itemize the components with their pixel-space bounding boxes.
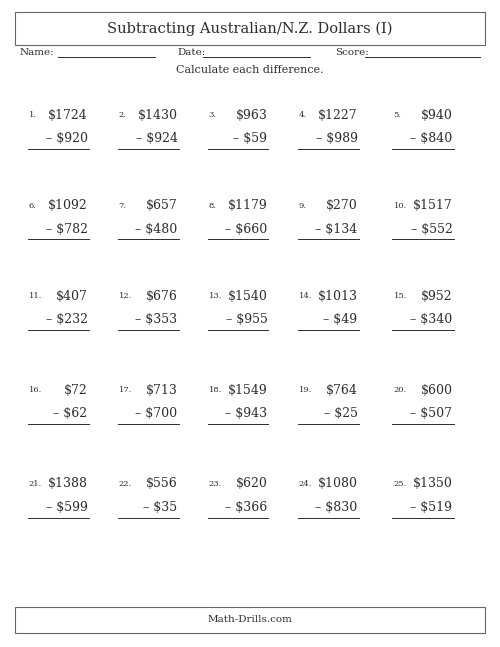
Text: 11.: 11. [28,292,42,300]
Text: $764: $764 [326,384,358,397]
Text: – $599: – $599 [46,501,88,514]
Text: – $366: – $366 [225,501,268,514]
Text: – $353: – $353 [136,313,177,326]
Text: $270: $270 [326,199,358,212]
Text: $72: $72 [64,384,88,397]
Text: 12.: 12. [118,292,132,300]
Text: $1080: $1080 [318,477,358,490]
Text: Math-Drills.com: Math-Drills.com [208,615,292,624]
Text: $1227: $1227 [318,109,358,122]
Text: $407: $407 [56,290,88,303]
Text: $1430: $1430 [138,109,177,122]
Text: $556: $556 [146,477,178,490]
Text: – $830: – $830 [316,501,358,514]
Text: 23.: 23. [208,480,222,488]
Text: $963: $963 [236,109,268,122]
Text: – $25: – $25 [324,407,358,420]
Text: – $35: – $35 [144,501,178,514]
Text: – $340: – $340 [410,313,453,326]
Text: $1179: $1179 [228,199,268,212]
Text: – $920: – $920 [46,132,88,145]
Bar [15,12,485,45]
Text: 17.: 17. [118,386,132,394]
Text: $1092: $1092 [48,199,88,212]
Text: $1540: $1540 [228,290,268,303]
Text: 3.: 3. [208,111,216,119]
Text: – $924: – $924 [136,132,177,145]
Text: $676: $676 [146,290,178,303]
Text: 4.: 4. [298,111,306,119]
Text: 2.: 2. [118,111,126,119]
Text: 22.: 22. [118,480,132,488]
Text: $1517: $1517 [413,199,453,212]
Text: $1350: $1350 [412,477,453,490]
Text: 20.: 20. [394,386,406,394]
Text: 21.: 21. [28,480,42,488]
Text: $1388: $1388 [48,477,88,490]
Text: – $989: – $989 [316,132,358,145]
Text: 10.: 10. [394,202,406,210]
Text: 24.: 24. [298,480,312,488]
Text: $657: $657 [146,199,178,212]
Text: 25.: 25. [394,480,406,488]
Text: $1724: $1724 [48,109,88,122]
Text: $940: $940 [420,109,452,122]
Text: – $519: – $519 [410,501,453,514]
Text: Calculate each difference.: Calculate each difference. [176,65,324,75]
Text: $952: $952 [421,290,452,303]
Text: 18.: 18. [208,386,222,394]
Text: – $507: – $507 [410,407,453,420]
Text: – $480: – $480 [135,223,178,236]
Text: $600: $600 [420,384,452,397]
Text: Subtracting Australian/N.Z. Dollars (I): Subtracting Australian/N.Z. Dollars (I) [107,21,393,36]
Text: Name:: Name: [20,48,54,57]
Text: 13.: 13. [208,292,222,300]
Text: 5.: 5. [394,111,402,119]
Text: – $49: – $49 [324,313,358,326]
Text: 8.: 8. [208,202,216,210]
Text: – $232: – $232 [46,313,88,326]
Text: 15.: 15. [394,292,407,300]
Text: 14.: 14. [298,292,312,300]
Text: $620: $620 [236,477,268,490]
Bar [15,607,485,633]
Text: – $943: – $943 [226,407,268,420]
Text: – $840: – $840 [410,132,453,145]
Text: 19.: 19. [298,386,312,394]
Text: 16.: 16. [28,386,42,394]
Text: 1.: 1. [28,111,36,119]
Text: – $552: – $552 [410,223,453,236]
Text: $1013: $1013 [318,290,358,303]
Text: 9.: 9. [298,202,306,210]
Text: – $700: – $700 [136,407,177,420]
Text: 7.: 7. [118,202,126,210]
Text: 6.: 6. [28,202,36,210]
Text: – $955: – $955 [226,313,268,326]
Text: Score:: Score: [335,48,369,57]
Text: – $62: – $62 [54,407,88,420]
Text: $1549: $1549 [228,384,268,397]
Text: – $660: – $660 [225,223,268,236]
Text: Date:: Date: [178,48,206,57]
Text: $713: $713 [146,384,178,397]
Text: – $134: – $134 [316,223,358,236]
Text: – $782: – $782 [46,223,88,236]
Text: – $59: – $59 [234,132,268,145]
